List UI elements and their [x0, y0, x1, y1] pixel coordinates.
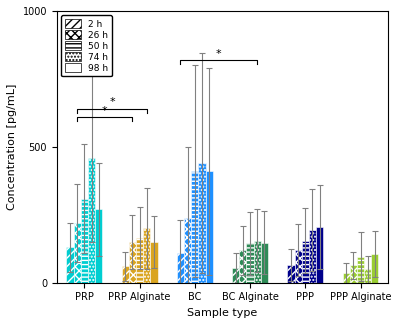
Bar	[350, 265, 357, 283]
Bar	[136, 238, 143, 283]
Bar	[261, 242, 268, 283]
Text: *: *	[102, 106, 108, 116]
Bar	[177, 253, 184, 283]
Bar	[287, 265, 294, 283]
Bar	[122, 266, 129, 283]
Bar	[357, 257, 364, 283]
Legend: 2 h, 26 h, 50 h, 74 h, 98 h: 2 h, 26 h, 50 h, 74 h, 98 h	[61, 16, 112, 76]
Bar	[364, 269, 371, 283]
Bar	[184, 217, 191, 283]
Bar	[342, 273, 350, 283]
Bar	[66, 247, 74, 283]
Bar	[143, 228, 150, 283]
Bar	[239, 250, 246, 283]
Y-axis label: Concentration [pg/mL]: Concentration [pg/mL]	[7, 84, 17, 210]
Bar	[302, 240, 309, 283]
Bar	[232, 268, 239, 283]
Bar	[74, 223, 81, 283]
Bar	[316, 227, 323, 283]
Bar	[88, 158, 95, 283]
Bar	[81, 199, 88, 283]
Bar	[198, 163, 206, 283]
X-axis label: Sample type: Sample type	[187, 308, 258, 318]
Bar	[371, 254, 378, 283]
Bar	[246, 243, 254, 283]
Bar	[191, 171, 198, 283]
Bar	[95, 209, 102, 283]
Bar	[150, 242, 158, 283]
Text: *: *	[216, 48, 222, 58]
Bar	[254, 240, 261, 283]
Bar	[309, 230, 316, 283]
Bar	[294, 250, 302, 283]
Text: *: *	[109, 98, 115, 108]
Bar	[129, 242, 136, 283]
Bar	[206, 171, 213, 283]
